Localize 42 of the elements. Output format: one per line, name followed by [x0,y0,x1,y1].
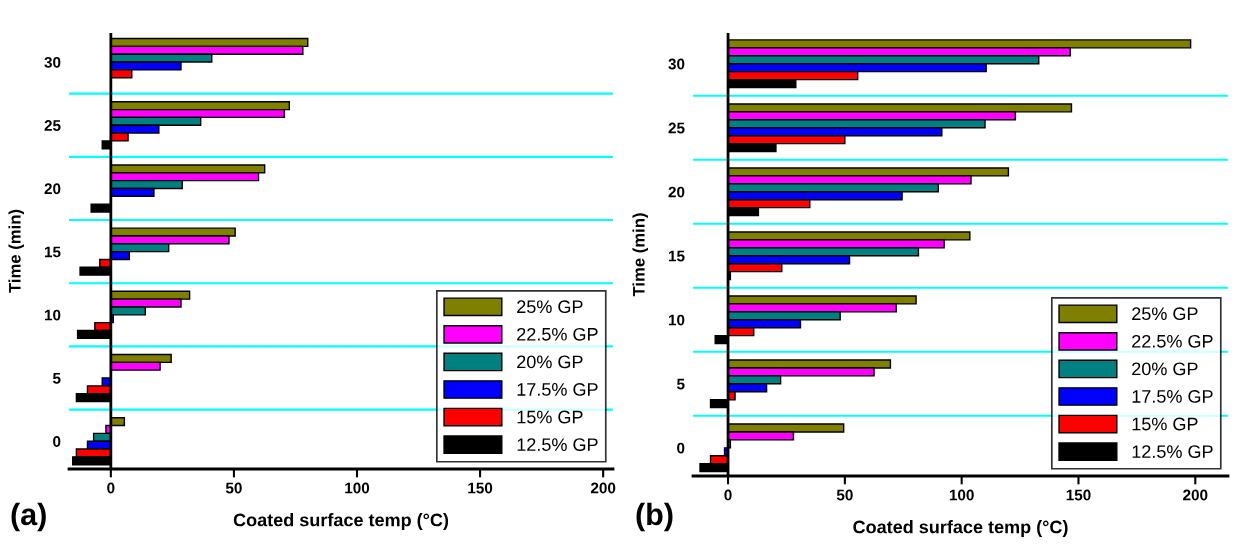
x-tick-label: 150 [1066,489,1091,501]
legend-label: 15% GP [1132,417,1198,431]
y-tick-label: 15 [44,246,61,258]
y-tick-label: 5 [52,373,61,384]
y-tick-label: 10 [668,314,685,326]
legend-label: 20% GP [1132,362,1198,376]
x-tick-label: 50 [836,489,853,501]
x-tick-label: 100 [949,489,974,501]
y-tick-label: 20 [668,186,685,198]
y-tick-label: 10 [44,309,61,321]
legend-label: 12.5% GP [517,438,598,451]
x-tick-label: 200 [1183,489,1208,501]
x-tick-label: 0 [724,489,732,501]
x-tick-label: 150 [468,482,493,494]
y-tick-label: 30 [44,56,61,68]
legend-label: 22.5% GP [1132,334,1213,348]
y-tick-label: 30 [668,58,685,70]
y-tick-label: 0 [677,442,685,454]
y-tick-label: 25 [44,120,61,131]
y-tick-label: 15 [668,250,685,262]
y-tick-label: 5 [676,378,685,390]
x-axis-title: Coated surface temp (°C) [853,520,1068,537]
text: (a) [11,502,46,532]
legend-label: 17.5% GP [517,383,598,396]
y-tick-label: 0 [53,436,61,447]
legend-label: 22.5% GP [517,327,598,341]
y-axis-title: Time (min) [632,213,648,297]
y-tick-label: 25 [668,122,685,134]
legend-label: 15% GP [517,410,583,424]
text: (b) [636,502,673,532]
x-tick-label: 100 [345,482,370,494]
y-axis-title: Time (min) [8,209,24,293]
legend-label: 25% GP [1132,307,1198,321]
y-tick-label: 20 [44,183,61,195]
legend-label: 25% GP [517,300,583,314]
legend-label: 20% GP [517,355,583,369]
legend-label: 12.5% GP [1132,445,1213,458]
x-axis-title: Coated surface temp (°C) [233,513,449,530]
x-tick-label: 50 [225,482,242,494]
legend-label: 17.5% GP [1132,390,1213,403]
x-tick-label: 0 [107,482,115,494]
x-tick-label: 200 [590,482,616,494]
